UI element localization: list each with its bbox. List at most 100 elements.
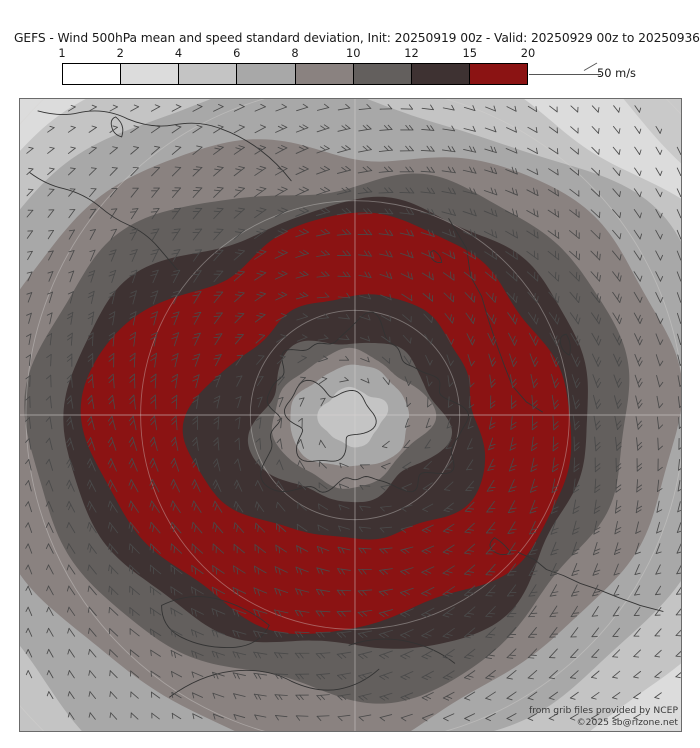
wind-barb: [570, 670, 579, 679]
wind-barb: [463, 585, 476, 597]
wind-barb: [337, 568, 351, 575]
wind-barb: [552, 457, 559, 473]
wind-barb: [529, 353, 539, 367]
wind-barb: [612, 692, 621, 700]
wind-barb: [318, 439, 326, 449]
wind-barb: [150, 691, 161, 699]
wind-barb: [87, 416, 95, 430]
wind-barb: [26, 292, 33, 303]
wind-barb: [339, 376, 349, 383]
wind-barb: [338, 525, 350, 532]
wind-barb: [47, 250, 54, 261]
wind-barb: [318, 376, 328, 385]
wind-barb: [87, 290, 95, 304]
wind-barb: [191, 650, 204, 659]
wind-barb: [571, 374, 581, 389]
wind-barb: [634, 353, 643, 367]
wind-barb: [108, 352, 115, 368]
wind-barb: [655, 188, 663, 198]
wind-barb: [233, 522, 245, 533]
wind-barb: [254, 145, 267, 155]
wind-barb: [551, 499, 559, 514]
wind-barb: [572, 394, 581, 410]
wind-barb: [488, 353, 497, 367]
wind-barb: [615, 478, 622, 493]
wind-barb: [484, 126, 497, 133]
wind-barb: [402, 314, 412, 323]
wind-barb: [110, 208, 118, 219]
wind-barb: [150, 352, 158, 368]
map-canvas[interactable]: from grib files provided by NCEP ©2025 s…: [19, 98, 682, 732]
wind-barb: [569, 271, 581, 282]
wind-barb: [677, 354, 681, 366]
wind-barb: [108, 332, 115, 347]
wind-barb: [400, 629, 414, 639]
wind-barb: [425, 354, 433, 366]
wind-barb: [109, 125, 118, 133]
wind-barb: [88, 104, 97, 112]
wind-barb: [129, 311, 137, 326]
wind-barb: [464, 713, 476, 722]
wind-barb: [592, 563, 601, 576]
wind-barb: [191, 543, 204, 554]
wind-barb: [655, 543, 662, 554]
wind-barb: [66, 353, 73, 367]
wind-barb: [170, 650, 183, 659]
wind-barb: [399, 608, 414, 618]
wind-barb: [463, 250, 477, 260]
wind-barb: [612, 271, 622, 282]
wind-barb: [213, 374, 222, 388]
wind-barb: [423, 313, 433, 324]
wind-barb: [465, 480, 475, 491]
colorbar-segment-6: [410, 64, 469, 84]
wind-barb: [295, 270, 309, 279]
wind-barb: [170, 586, 183, 596]
wind-barb: [192, 437, 199, 451]
wind-barb: [462, 166, 477, 174]
wind-barb: [612, 606, 620, 617]
wind-barb: [677, 396, 681, 408]
wind-barb: [337, 145, 351, 153]
wind-barb: [634, 333, 643, 346]
wind-barb: [87, 543, 97, 554]
wind-barb: [47, 167, 55, 176]
colorbar-tick-20: 20: [520, 46, 536, 60]
wind-barb: [505, 187, 518, 196]
colorbar-tick-6: 6: [233, 46, 241, 60]
wind-barb: [591, 649, 600, 658]
wind-barb: [67, 104, 76, 112]
wind-barb: [233, 165, 245, 177]
wind-barb: [527, 669, 538, 680]
wind-barb: [256, 417, 262, 429]
wind-barb: [128, 458, 138, 472]
wind-barb: [46, 627, 54, 637]
wind-barb: [150, 269, 159, 284]
wind-barb: [233, 501, 244, 513]
wind-barb: [358, 293, 371, 300]
wind-barb: [317, 334, 329, 341]
wind-barb: [552, 436, 559, 452]
wind-barb: [677, 375, 681, 387]
wind-barb: [421, 692, 434, 701]
wind-barb: [213, 166, 224, 177]
wind-barb: [675, 629, 681, 637]
wind-barb: [506, 126, 517, 133]
wind-barb: [549, 584, 559, 597]
wind-barb: [507, 542, 517, 555]
wind-barb: [151, 145, 161, 155]
wind-barb: [213, 312, 223, 325]
wind-barb: [47, 229, 55, 240]
wind-barb: [463, 606, 476, 618]
wind-barb: [380, 294, 392, 301]
wind-barb: [337, 693, 351, 701]
wind-barb: [505, 208, 519, 217]
wind-barb: [570, 627, 579, 638]
wind-barb: [66, 522, 76, 534]
wind-barb: [612, 333, 623, 346]
wind-barb: [25, 627, 33, 637]
wind-barb: [276, 334, 287, 343]
wind-barb: [378, 145, 393, 152]
wind-barb: [443, 713, 455, 722]
wind-barb: [295, 249, 309, 258]
coastline-ice-plateau: [284, 379, 377, 462]
